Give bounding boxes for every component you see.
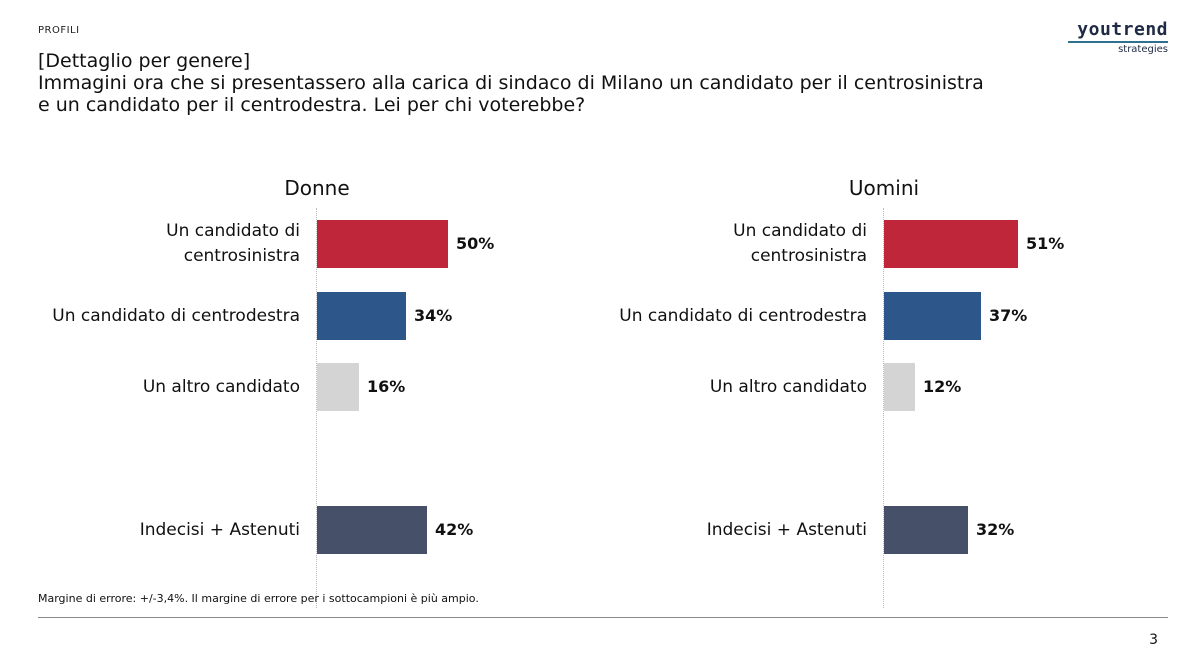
category-label: Un altro candidato bbox=[30, 357, 300, 417]
category-label-line: centrosinistra bbox=[750, 246, 867, 266]
bar bbox=[884, 363, 915, 411]
category-label-line: Un candidato di bbox=[166, 221, 300, 241]
data-label: 42% bbox=[435, 520, 474, 539]
bar bbox=[317, 506, 427, 554]
category-label-line: Un candidato di centrodestra bbox=[52, 305, 300, 326]
bar bbox=[317, 292, 406, 340]
data-label: 16% bbox=[367, 377, 406, 396]
category-label-line: Indecisi + Astenuti bbox=[139, 519, 300, 540]
brand-logo: youtrend strategies bbox=[1068, 20, 1168, 56]
data-label: 34% bbox=[414, 306, 453, 325]
category-label: Un candidato di centrosinistra bbox=[597, 214, 867, 274]
page-title: [Dettaglio per genere] Immagini ora che … bbox=[38, 50, 998, 116]
category-label: Un candidato di centrosinistra bbox=[30, 214, 300, 274]
logo-underline bbox=[1068, 41, 1168, 43]
data-label: 51% bbox=[1026, 234, 1065, 253]
chart-axis bbox=[883, 208, 884, 608]
category-label: Indecisi + Astenuti bbox=[597, 500, 867, 560]
category-label: Un candidato di centrodestra bbox=[30, 286, 300, 346]
footer-divider bbox=[38, 617, 1168, 618]
bar bbox=[884, 506, 968, 554]
chart-axis bbox=[316, 208, 317, 608]
category-label-line: centrosinistra bbox=[183, 246, 300, 266]
category-label-line: Un altro candidato bbox=[142, 376, 300, 397]
title-line: [Dettaglio per genere] bbox=[38, 50, 251, 72]
category-label: Un altro candidato bbox=[597, 357, 867, 417]
chart-title: Donne bbox=[284, 176, 350, 200]
logo-subtitle: strategies bbox=[1118, 44, 1168, 55]
category-label-line: Un candidato di centrodestra bbox=[619, 305, 867, 326]
footnote-margin-of-error: Margine di errore: +/-3,4%. Il margine d… bbox=[38, 592, 479, 605]
bar bbox=[884, 292, 981, 340]
data-label: 12% bbox=[923, 377, 962, 396]
chart-title: Uomini bbox=[848, 176, 920, 200]
section-label: PROFILI bbox=[38, 25, 80, 36]
bar bbox=[884, 220, 1018, 268]
page-number: 3 bbox=[1149, 632, 1158, 648]
data-label: 32% bbox=[976, 520, 1015, 539]
category-label: Un candidato di centrodestra bbox=[597, 286, 867, 346]
bar bbox=[317, 220, 448, 268]
category-label-line: Indecisi + Astenuti bbox=[706, 519, 867, 540]
category-label: Indecisi + Astenuti bbox=[30, 500, 300, 560]
category-label-line: Un candidato di bbox=[733, 221, 867, 241]
data-label: 37% bbox=[989, 306, 1028, 325]
bar bbox=[317, 363, 359, 411]
logo-wordmark: youtrend bbox=[1077, 19, 1168, 40]
title-line: Immagini ora che si presentassero alla c… bbox=[38, 72, 984, 94]
data-label: 50% bbox=[456, 234, 495, 253]
title-line: e un candidato per il centrodestra. Lei … bbox=[38, 94, 586, 116]
category-label-line: Un altro candidato bbox=[709, 376, 867, 397]
